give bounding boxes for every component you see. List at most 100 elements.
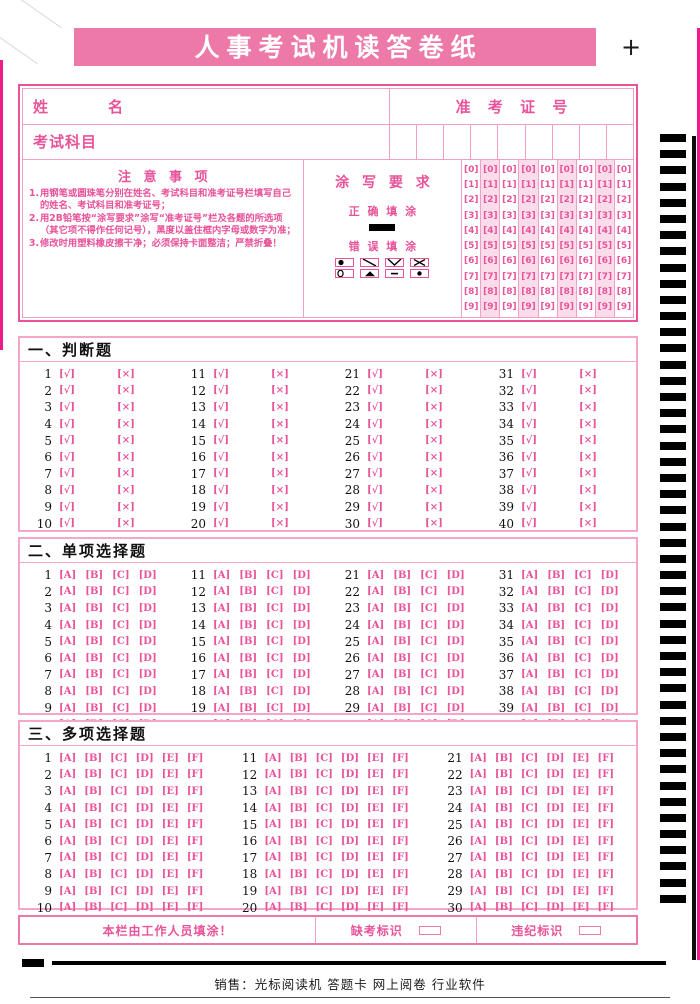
digit-bubble[interactable]: [7] — [502, 271, 517, 282]
question-row[interactable]: 29 [√] [×] — [328, 499, 482, 516]
answer-bubble[interactable]: [F] — [392, 852, 409, 864]
answer-bubble[interactable]: [D] — [446, 685, 465, 697]
answer-bubble[interactable]: [E] — [161, 819, 179, 831]
answer-bubble[interactable]: [C] — [420, 586, 438, 598]
question-row[interactable]: 24 [A] [B] [C] [D] — [328, 617, 482, 634]
digit-bubble[interactable]: [1] — [597, 179, 613, 190]
answer-bubble[interactable]: [A] — [469, 868, 487, 880]
answer-bubble[interactable]: [B] — [85, 619, 104, 631]
answer-bubble[interactable]: [B] — [85, 669, 104, 681]
digit-bubble[interactable]: [8] — [559, 287, 574, 298]
digit-bubble[interactable]: [3] — [559, 210, 574, 221]
digit-bubble[interactable]: [7] — [559, 271, 574, 282]
answer-bubble[interactable]: [D] — [135, 769, 154, 781]
answer-bubble[interactable]: [√] — [367, 435, 384, 447]
digit-bubble[interactable]: [5] — [597, 241, 613, 252]
digit-bubble[interactable]: [3] — [483, 210, 498, 221]
question-row[interactable]: 27 [A] [B] [C] [D] [E] [F] — [431, 850, 636, 867]
answer-bubble[interactable]: [C] — [574, 702, 592, 714]
answer-bubble[interactable]: [E] — [572, 852, 590, 864]
question-row[interactable]: 21 [A] [B] [C] [D] — [328, 567, 482, 584]
answer-bubble[interactable]: [A] — [367, 702, 385, 714]
answer-bubble[interactable]: [F] — [392, 769, 409, 781]
question-row[interactable]: 33 [A] [B] [C] [D] — [482, 600, 636, 617]
digit-bubble[interactable]: [5] — [578, 241, 594, 252]
answer-bubble[interactable]: [F] — [597, 802, 615, 814]
answer-bubble[interactable]: [D] — [546, 852, 565, 864]
question-row[interactable]: 12 [A] [B] [C] [D] — [174, 584, 328, 601]
digit-bubble[interactable]: [1] — [616, 179, 632, 190]
answer-bubble[interactable]: [D] — [138, 636, 157, 648]
digit-bubble[interactable]: [7] — [578, 271, 594, 282]
answer-bubble[interactable]: [√] — [59, 484, 76, 496]
answer-bubble[interactable]: [A] — [264, 819, 282, 831]
answer-bubble[interactable]: [D] — [292, 652, 311, 664]
answer-bubble[interactable]: [A] — [367, 619, 385, 631]
answer-bubble[interactable]: [C] — [574, 636, 592, 648]
digit-bubble[interactable]: [4] — [502, 225, 517, 236]
digit-bubble[interactable]: [2] — [463, 195, 479, 206]
digit-bubble[interactable]: [2] — [559, 195, 574, 206]
answer-bubble[interactable]: [A] — [469, 785, 487, 797]
digit-bubble[interactable]: [9] — [578, 302, 594, 313]
answer-bubble[interactable]: [A] — [59, 752, 77, 764]
answer-bubble[interactable]: [C] — [266, 586, 284, 598]
answer-bubble[interactable]: [D] — [546, 835, 565, 847]
answer-bubble[interactable]: [A] — [213, 669, 231, 681]
answer-bubble[interactable]: [D] — [446, 669, 465, 681]
question-row[interactable]: 19 [A] [B] [C] [D] — [174, 700, 328, 717]
question-row[interactable]: 21 [A] [B] [C] [D] [E] [F] — [431, 750, 636, 767]
answer-bubble[interactable]: [C] — [574, 569, 592, 581]
subject-field[interactable]: 考试科目 — [23, 125, 389, 160]
answer-bubble[interactable]: [C] — [574, 602, 592, 614]
digit-bubble[interactable]: [5] — [540, 241, 555, 252]
answer-bubble[interactable]: [E] — [367, 785, 385, 797]
answer-bubble[interactable]: [B] — [547, 619, 566, 631]
answer-bubble[interactable]: [A] — [59, 852, 77, 864]
answer-bubble[interactable]: [B] — [239, 586, 258, 598]
answer-bubble[interactable]: [E] — [367, 835, 385, 847]
question-row[interactable]: 11 [A] [B] [C] [D] [E] [F] — [225, 750, 430, 767]
violation-checkbox[interactable] — [579, 925, 602, 935]
answer-bubble[interactable]: [F] — [186, 819, 204, 831]
answer-bubble[interactable]: [C] — [520, 852, 539, 864]
answer-bubble[interactable]: [E] — [367, 902, 385, 914]
answer-bubble[interactable]: [E] — [572, 802, 590, 814]
digit-bubble[interactable]: [6] — [597, 256, 613, 267]
answer-bubble[interactable]: [A] — [367, 636, 385, 648]
answer-bubble[interactable]: [D] — [340, 752, 360, 764]
answer-bubble[interactable]: [A] — [367, 685, 385, 697]
answer-bubble[interactable]: [×] — [579, 435, 597, 447]
digit-bubble[interactable]: [3] — [502, 210, 517, 221]
answer-bubble[interactable]: [B] — [84, 785, 103, 797]
answer-bubble[interactable]: [×] — [271, 401, 289, 413]
answer-bubble[interactable]: [C] — [420, 652, 438, 664]
question-row[interactable]: 6 [√] [×] — [20, 449, 174, 466]
answer-bubble[interactable]: [E] — [161, 902, 179, 914]
digit-bubble[interactable]: [5] — [559, 241, 574, 252]
answer-bubble[interactable]: [B] — [239, 669, 258, 681]
answer-bubble[interactable]: [A] — [59, 885, 77, 897]
question-row[interactable]: 23 [√] [×] — [328, 399, 482, 416]
digit-bubble[interactable]: [0] — [540, 164, 555, 175]
answer-bubble[interactable]: [B] — [84, 802, 103, 814]
answer-bubble[interactable]: [D] — [340, 802, 360, 814]
answer-bubble[interactable]: [C] — [574, 652, 592, 664]
question-row[interactable]: 5 [A] [B] [C] [D] — [20, 633, 174, 650]
answer-bubble[interactable]: [C] — [110, 819, 128, 831]
answer-bubble[interactable]: [E] — [161, 785, 179, 797]
question-row[interactable]: 7 [A] [B] [C] [D] — [20, 667, 174, 684]
question-row[interactable]: 29 [A] [B] [C] [D] [E] [F] — [431, 883, 636, 900]
question-row[interactable]: 33 [√] [×] — [482, 399, 636, 416]
answer-bubble[interactable]: [D] — [340, 835, 360, 847]
question-row[interactable]: 34 [√] [×] — [482, 416, 636, 433]
answer-bubble[interactable]: [F] — [597, 819, 615, 831]
answer-bubble[interactable]: [B] — [393, 702, 412, 714]
answer-bubble[interactable]: [E] — [367, 752, 385, 764]
question-row[interactable]: 6 [A] [B] [C] [D] — [20, 650, 174, 667]
digit-bubble[interactable]: [2] — [578, 195, 594, 206]
answer-bubble[interactable]: [A] — [264, 752, 282, 764]
answer-bubble[interactable]: [×] — [579, 401, 597, 413]
answer-bubble[interactable]: [E] — [367, 802, 385, 814]
answer-bubble[interactable]: [√] — [521, 418, 538, 430]
